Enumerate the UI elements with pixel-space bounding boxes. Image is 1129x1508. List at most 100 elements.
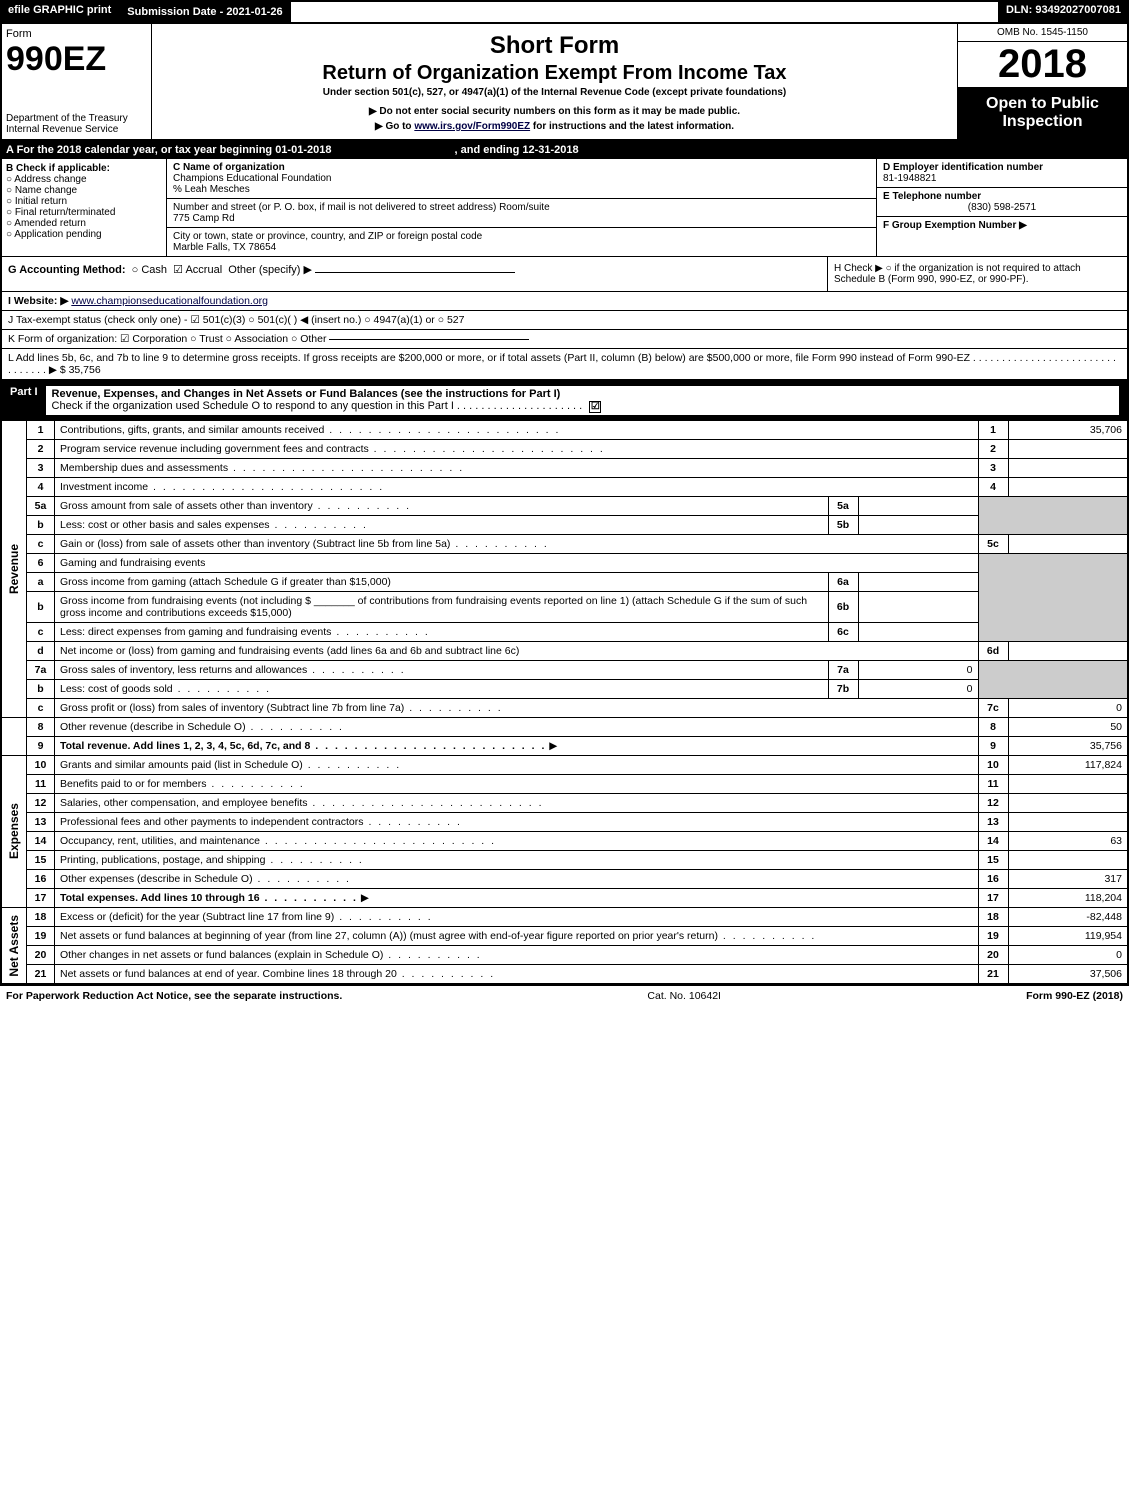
tax-year: 2018 [958, 42, 1127, 87]
ln-8-desc: Other revenue (describe in Schedule O) [60, 721, 344, 733]
website-link[interactable]: www.championseducationalfoundation.org [71, 295, 268, 307]
footer-left: For Paperwork Reduction Act Notice, see … [6, 990, 342, 1002]
ln-7a-desc: Gross sales of inventory, less returns a… [60, 664, 406, 676]
ln-7b-desc: Less: cost of goods sold [60, 683, 271, 695]
subtitle: Under section 501(c), 527, or 4947(a)(1)… [158, 87, 951, 98]
ln-5c-desc: Gain or (loss) from sale of assets other… [60, 538, 549, 550]
chk-final-return[interactable]: Final return/terminated [6, 207, 162, 218]
g-other[interactable]: Other (specify) ▶ [228, 264, 312, 276]
ln-6a-box: 6a [828, 573, 858, 592]
line-i: I Website: ▶ www.championseducationalfou… [0, 292, 1129, 311]
header-left: Form 990EZ Department of the Treasury In… [2, 24, 152, 139]
ln-3: 3 [27, 459, 55, 478]
ln-12-box: 12 [978, 794, 1008, 813]
header-center: Short Form Return of Organization Exempt… [152, 24, 957, 139]
line-h: H Check ▶ ○ if the organization is not r… [827, 257, 1127, 291]
ln-13: 13 [27, 813, 55, 832]
ln-5b-box: 5b [828, 516, 858, 535]
dln-label: DLN: 93492027007081 [998, 0, 1129, 24]
irs-label: Internal Revenue Service [6, 124, 147, 135]
ln-8-amt: 50 [1008, 718, 1128, 737]
ln-20-amt: 0 [1008, 946, 1128, 965]
g-accrual[interactable]: Accrual [185, 264, 222, 276]
ln-11: 11 [27, 775, 55, 794]
goto-post: for instructions and the latest informat… [530, 121, 734, 132]
ln-16: 16 [27, 870, 55, 889]
ln-17: 17 [27, 889, 55, 908]
chk-initial-return[interactable]: Initial return [6, 196, 162, 207]
ln-14-desc: Occupancy, rent, utilities, and maintena… [60, 835, 496, 847]
label-address: Number and street (or P. O. box, if mail… [173, 202, 870, 213]
dept-label: Department of the Treasury [6, 113, 147, 124]
footer-center: Cat. No. 10642I [647, 990, 721, 1002]
part-1-label: Part I [10, 386, 46, 415]
irs-link[interactable]: www.irs.gov/Form990EZ [414, 121, 530, 132]
part-1-title: Revenue, Expenses, and Changes in Net As… [46, 386, 1119, 415]
ln-11-box: 11 [978, 775, 1008, 794]
ln-5a: 5a [27, 497, 55, 516]
ln-6: 6 [27, 554, 55, 573]
ln-6b-desc: Gross income from fundraising events (no… [55, 592, 829, 623]
ln-18-amt: -82,448 [1008, 908, 1128, 927]
schedule-o-checkbox[interactable]: ☑ [589, 401, 601, 413]
ln-18-box: 18 [978, 908, 1008, 927]
chk-application-pending[interactable]: Application pending [6, 229, 162, 240]
ln-6a: a [27, 573, 55, 592]
ln-5c-amt [1008, 535, 1128, 554]
ln-12: 12 [27, 794, 55, 813]
chk-name-change[interactable]: Name change [6, 185, 162, 196]
ln-6c: c [27, 623, 55, 642]
ln-20: 20 [27, 946, 55, 965]
phone: (830) 598-2571 [883, 202, 1121, 213]
topbar-spacer [291, 0, 998, 24]
label-phone: E Telephone number [883, 191, 1121, 202]
ln-15-amt [1008, 851, 1128, 870]
ln-21: 21 [27, 965, 55, 985]
ln-10-amt: 117,824 [1008, 756, 1128, 775]
ln-7b-amt: 0 [858, 680, 978, 699]
ln-12-amt [1008, 794, 1128, 813]
part-1-header: Part I Revenue, Expenses, and Changes in… [0, 381, 1129, 420]
ln-6b: b [27, 592, 55, 623]
ln-20-desc: Other changes in net assets or fund bala… [60, 949, 482, 961]
ln-14-amt: 63 [1008, 832, 1128, 851]
ln-14-box: 14 [978, 832, 1008, 851]
ln-6b-amt [858, 592, 978, 623]
ln-16-amt: 317 [1008, 870, 1128, 889]
g-cash[interactable]: Cash [141, 264, 167, 276]
ln-18-desc: Excess or (deficit) for the year (Subtra… [60, 911, 433, 923]
ln-19-amt: 119,954 [1008, 927, 1128, 946]
ln-5a-box: 5a [828, 497, 858, 516]
care-of: % Leah Mesches [173, 184, 870, 195]
chk-address-change[interactable]: Address change [6, 174, 162, 185]
period-bar: A For the 2018 calendar year, or tax yea… [0, 141, 1129, 159]
side-net-assets: Net Assets [7, 915, 21, 977]
ln-19-desc: Net assets or fund balances at beginning… [60, 930, 816, 942]
label-city: City or town, state or province, country… [173, 231, 870, 242]
short-form-title: Short Form [158, 32, 951, 60]
form-number: 990EZ [6, 40, 147, 79]
form-header: Form 990EZ Department of the Treasury In… [0, 24, 1129, 141]
ln-5c: c [27, 535, 55, 554]
ln-2-box: 2 [978, 440, 1008, 459]
ln-5b-amt [858, 516, 978, 535]
ln-3-box: 3 [978, 459, 1008, 478]
ln-15: 15 [27, 851, 55, 870]
ln-9-desc: Total revenue. Add lines 1, 2, 3, 4, 5c,… [60, 740, 546, 752]
ln-10-box: 10 [978, 756, 1008, 775]
lines-table: Revenue 1 Contributions, gifts, grants, … [0, 420, 1129, 985]
efile-label[interactable]: efile GRAPHIC print [0, 0, 119, 24]
omb-number: OMB No. 1545-1150 [958, 24, 1127, 42]
ln-5a-amt [858, 497, 978, 516]
city-state-zip: Marble Falls, TX 78654 [173, 242, 870, 253]
chk-amended-return[interactable]: Amended return [6, 218, 162, 229]
ln-10-desc: Grants and similar amounts paid (list in… [60, 759, 401, 771]
ln-4-box: 4 [978, 478, 1008, 497]
ln-5a-desc: Gross amount from sale of assets other t… [60, 500, 411, 512]
ln-5b: b [27, 516, 55, 535]
ln-6c-desc: Less: direct expenses from gaming and fu… [60, 626, 430, 638]
k-text: K Form of organization: ☑ Corporation ○ … [8, 333, 327, 345]
line-l: L Add lines 5b, 6c, and 7b to line 9 to … [0, 349, 1129, 381]
ln-16-box: 16 [978, 870, 1008, 889]
ln-19: 19 [27, 927, 55, 946]
